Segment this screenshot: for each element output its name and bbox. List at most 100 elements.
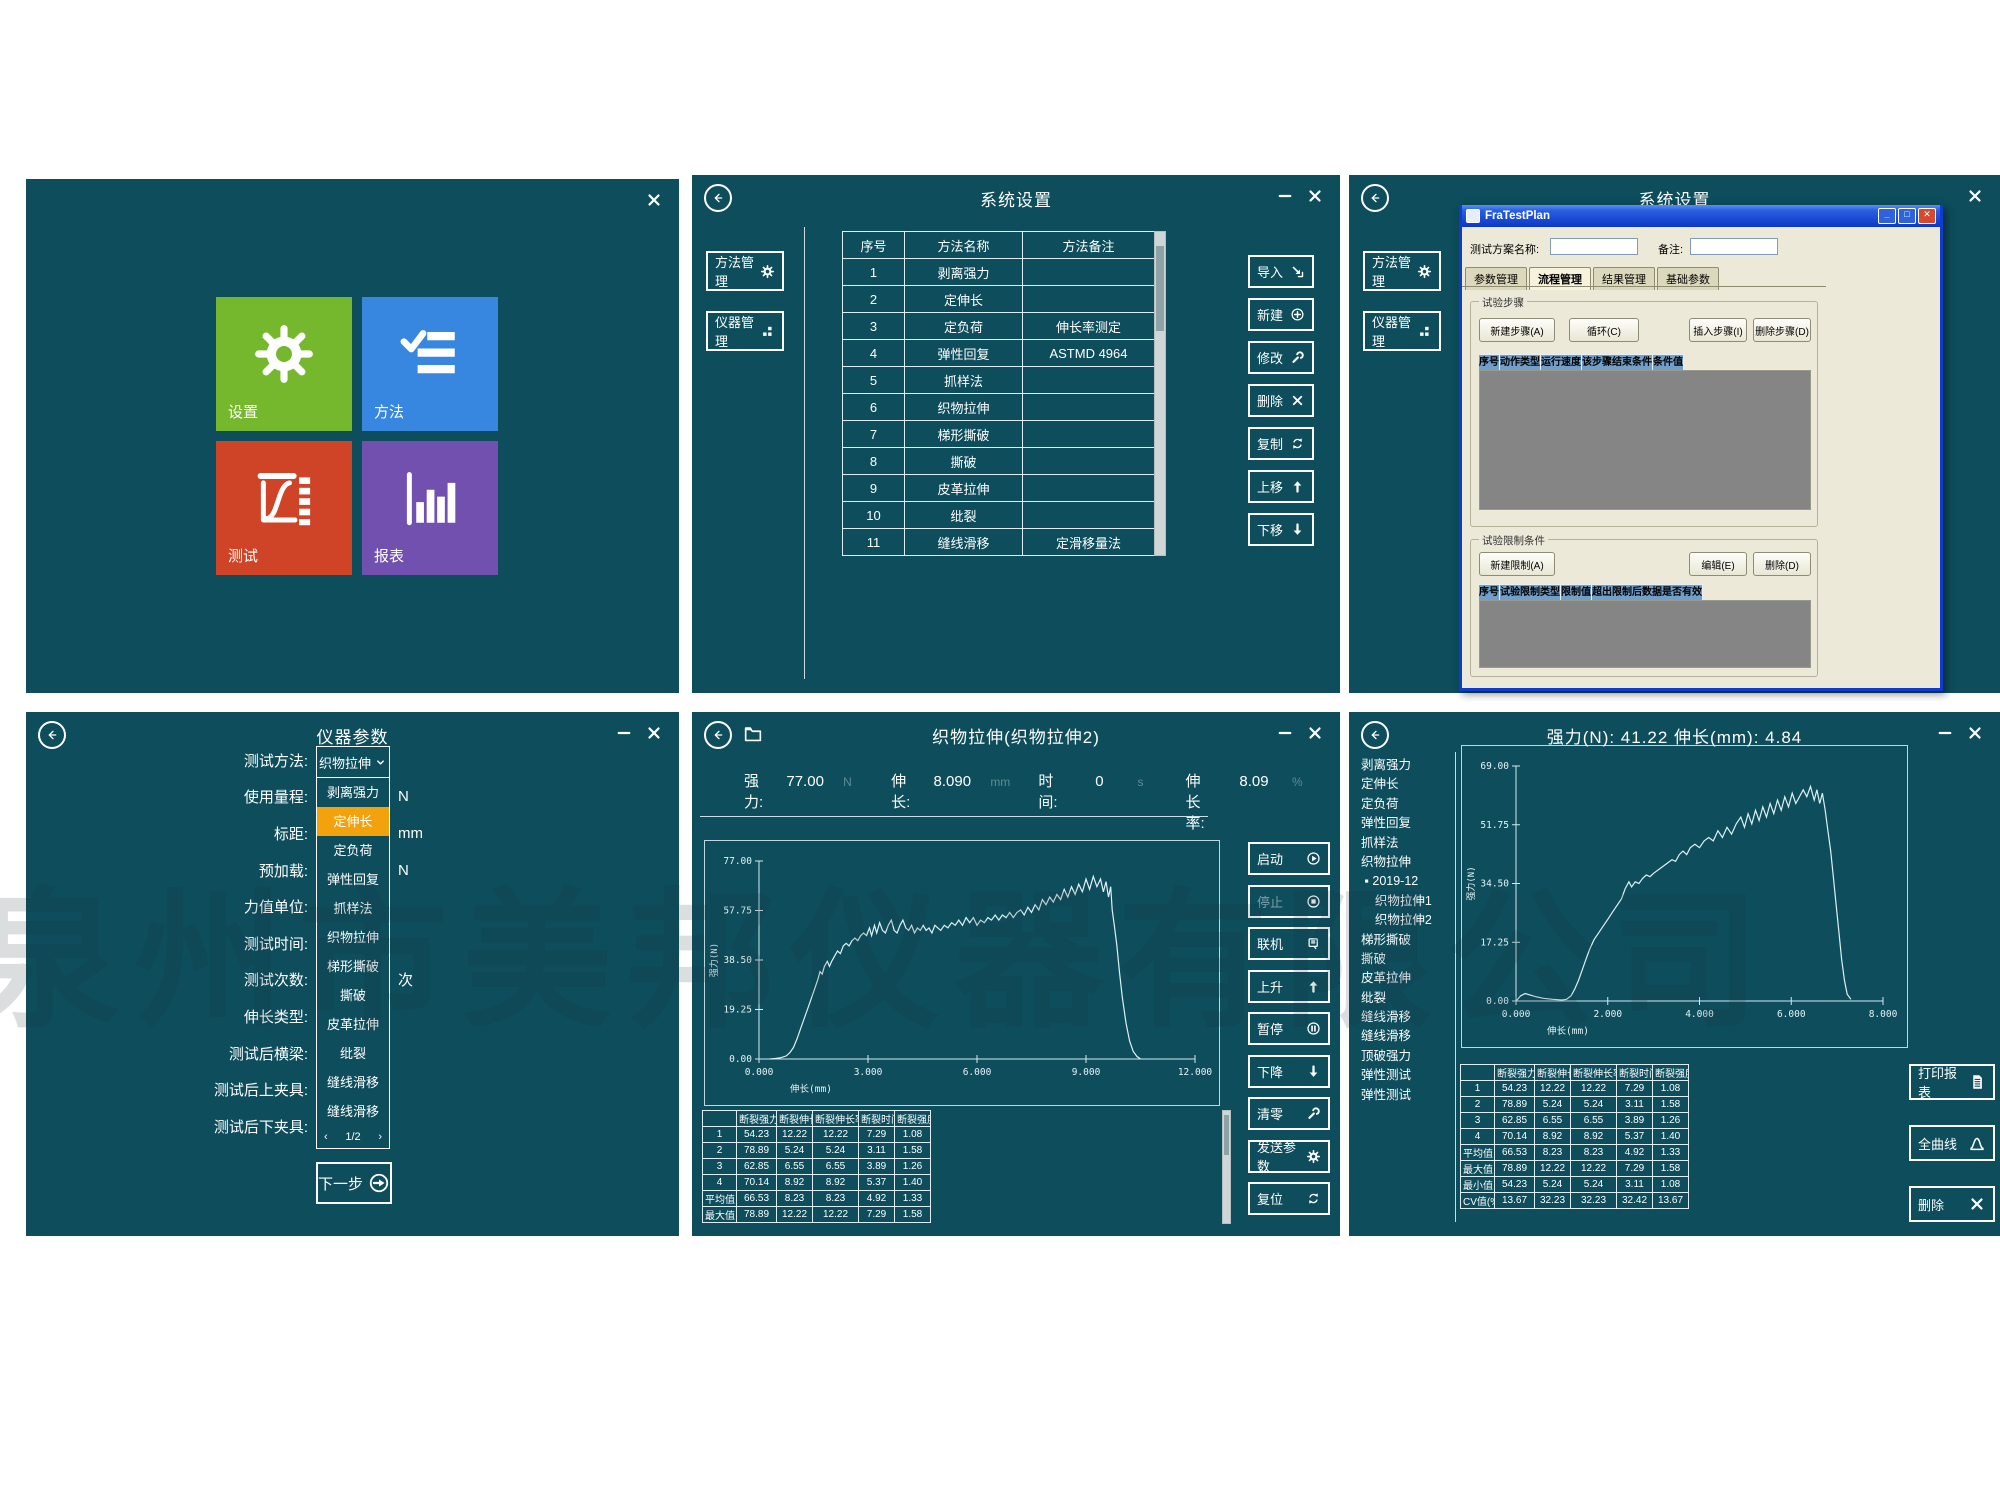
dropdown-option[interactable]: 撕破 xyxy=(339,988,366,1003)
tree-item[interactable]: 弹性回复 xyxy=(1361,816,1412,831)
tree-item[interactable]: 梯形撕破 xyxy=(1361,932,1412,947)
dropdown-option[interactable]: 纰裂 xyxy=(339,1046,366,1061)
table-scrollbar[interactable] xyxy=(1222,1110,1231,1224)
tree-item[interactable]: 纰裂 xyxy=(1361,990,1387,1005)
result-button[interactable]: 全曲线 xyxy=(1909,1125,1995,1161)
table-row[interactable]: 2 78.89 5.24 5.24 3.11 1.58 xyxy=(1460,1096,1689,1113)
dialog-tab[interactable]: 基础参数 xyxy=(1657,267,1719,290)
dialog-minimize-button[interactable]: _ xyxy=(1878,208,1896,224)
table-row[interactable]: 9 皮革拉伸 xyxy=(842,474,1155,502)
table-row[interactable]: 10 纰裂 xyxy=(842,501,1155,529)
minimize-icon[interactable] xyxy=(615,724,633,742)
control-button[interactable]: 上升 xyxy=(1248,969,1330,1003)
next-step-button[interactable]: 下一步 xyxy=(316,1162,392,1204)
control-button[interactable]: 清零 xyxy=(1248,1097,1330,1130)
close-icon[interactable] xyxy=(1306,724,1324,742)
table-row[interactable]: 4 70.14 8.92 8.92 5.37 1.40 xyxy=(1460,1128,1689,1145)
nav-button[interactable]: 仪器管理 xyxy=(1363,311,1441,351)
delete-step-button[interactable]: 删除步骤(D) xyxy=(1753,318,1811,342)
menu-tile[interactable]: 报表 xyxy=(362,441,498,575)
new-limit-button[interactable]: 新建限制(A) xyxy=(1479,552,1555,576)
table-row[interactable]: 4 70.14 8.92 8.92 5.37 1.40 xyxy=(702,1174,931,1191)
remark-input[interactable] xyxy=(1690,238,1778,255)
minimize-icon[interactable] xyxy=(1276,724,1294,742)
limits-table-body[interactable] xyxy=(1479,600,1811,668)
dialog-tab[interactable]: 参数管理 xyxy=(1465,267,1527,290)
pager-left-icon[interactable]: ‹ xyxy=(324,1131,328,1143)
close-icon[interactable] xyxy=(1306,187,1324,205)
pager-right-icon[interactable]: › xyxy=(378,1131,382,1143)
tree-item[interactable]: 顶破强力 xyxy=(1361,1048,1412,1063)
close-icon[interactable] xyxy=(1966,187,1984,205)
table-row[interactable]: 1 剥离强力 xyxy=(842,258,1155,286)
action-button[interactable]: 新建 xyxy=(1248,298,1314,331)
tree-item[interactable]: 定负荷 xyxy=(1361,796,1399,811)
tree-item[interactable]: 定伸长 xyxy=(1361,777,1399,792)
back-button[interactable] xyxy=(704,184,732,212)
tree-item[interactable]: 织物拉伸 xyxy=(1361,854,1412,869)
menu-tile[interactable]: 方法 xyxy=(362,297,498,431)
minimize-icon[interactable] xyxy=(1936,724,1954,742)
action-button[interactable]: 上移 xyxy=(1248,470,1314,503)
table-row[interactable]: 最大值 78.89 12.22 12.22 7.29 1.58 xyxy=(1460,1160,1689,1177)
dropdown-option[interactable]: 缝线滑移 xyxy=(326,1104,379,1119)
tree-item[interactable]: 撕破 xyxy=(1361,951,1387,966)
loop-button[interactable]: 循环(C) xyxy=(1569,318,1639,342)
close-icon[interactable] xyxy=(645,191,663,209)
plan-name-input[interactable] xyxy=(1550,238,1638,255)
close-icon[interactable] xyxy=(1966,724,1984,742)
dropdown-option[interactable]: 抓样法 xyxy=(333,901,373,916)
table-row[interactable]: 2 78.89 5.24 5.24 3.11 1.58 xyxy=(702,1142,931,1159)
back-button[interactable] xyxy=(704,721,732,749)
table-row[interactable]: 7 梯形撕破 xyxy=(842,420,1155,448)
table-row[interactable]: 1 54.23 12.22 12.22 7.29 1.08 xyxy=(1460,1080,1689,1097)
control-button[interactable]: 停止 xyxy=(1248,884,1330,918)
dropdown-selected[interactable]: 织物拉伸 xyxy=(317,747,389,778)
tree-item[interactable]: 剥离强力 xyxy=(1361,758,1412,772)
table-row[interactable]: 1 54.23 12.22 12.22 7.29 1.08 xyxy=(702,1126,931,1143)
dropdown-option[interactable]: 剥离强力 xyxy=(326,785,379,800)
table-row[interactable]: 平均值 66.53 8.23 8.23 4.92 1.33 xyxy=(702,1190,931,1207)
tree-item[interactable]: 弹性测试 xyxy=(1361,1087,1412,1102)
tree-item[interactable]: 皮革拉伸 xyxy=(1361,971,1412,986)
dropdown-option[interactable]: 皮革拉伸 xyxy=(326,1017,379,1032)
table-row[interactable]: 6 织物拉伸 xyxy=(842,393,1155,421)
menu-tile[interactable]: 测试 xyxy=(216,441,352,575)
nav-button[interactable]: 方法管理 xyxy=(706,251,784,291)
action-button[interactable]: 导入 xyxy=(1248,255,1314,288)
table-row[interactable]: 平均值 66.53 8.23 8.23 4.92 1.33 xyxy=(1460,1144,1689,1161)
dialog-close-button[interactable]: ✕ xyxy=(1918,208,1936,224)
result-button[interactable]: 删除 xyxy=(1909,1186,1995,1222)
dialog-tab[interactable]: 结果管理 xyxy=(1593,267,1655,290)
dropdown-option[interactable]: 梯形撕破 xyxy=(326,959,379,974)
control-button[interactable]: 联机 xyxy=(1248,927,1330,960)
insert-step-button[interactable]: 插入步骤(I) xyxy=(1689,318,1747,342)
table-row[interactable]: 4 弹性回复 ASTMD 4964 xyxy=(842,339,1155,367)
dropdown-option[interactable]: 定伸长 xyxy=(317,807,389,836)
table-row[interactable]: 11 缝线滑移 定滑移量法 xyxy=(842,528,1155,556)
tree-item[interactable]: 织物拉伸2 xyxy=(1361,913,1432,928)
dialog-titlebar[interactable]: FraTestPlan _ □ ✕ xyxy=(1462,205,1940,227)
dropdown-option[interactable]: 定负荷 xyxy=(333,843,373,858)
tree-item[interactable]: 缝线滑移 xyxy=(1361,1029,1412,1044)
tree-item[interactable]: 织物拉伸1 xyxy=(1361,893,1432,908)
table-row[interactable]: 最小值 54.23 5.24 5.24 3.11 1.08 xyxy=(1460,1176,1689,1193)
table-row[interactable]: 5 抓样法 xyxy=(842,366,1155,394)
steps-table-body[interactable] xyxy=(1479,370,1811,510)
folder-icon[interactable] xyxy=(742,723,764,745)
minimize-icon[interactable] xyxy=(1276,187,1294,205)
tree-item[interactable]: 抓样法 xyxy=(1361,835,1399,850)
table-row[interactable]: 8 撕破 xyxy=(842,447,1155,475)
table-row[interactable]: 最大值 78.89 12.22 12.22 7.29 1.58 xyxy=(702,1206,931,1223)
action-button[interactable]: 删除 xyxy=(1248,384,1314,417)
dialog-tab[interactable]: 流程管理 xyxy=(1529,267,1591,290)
back-button[interactable] xyxy=(1361,184,1389,212)
back-button[interactable] xyxy=(1361,721,1389,749)
action-button[interactable]: 修改 xyxy=(1248,341,1314,374)
dialog-maximize-button[interactable]: □ xyxy=(1898,208,1916,224)
back-button[interactable] xyxy=(38,721,66,749)
new-step-button[interactable]: 新建步骤(A) xyxy=(1479,318,1555,342)
dropdown-option[interactable]: 织物拉伸 xyxy=(326,930,379,945)
table-scrollbar[interactable] xyxy=(1154,231,1166,556)
